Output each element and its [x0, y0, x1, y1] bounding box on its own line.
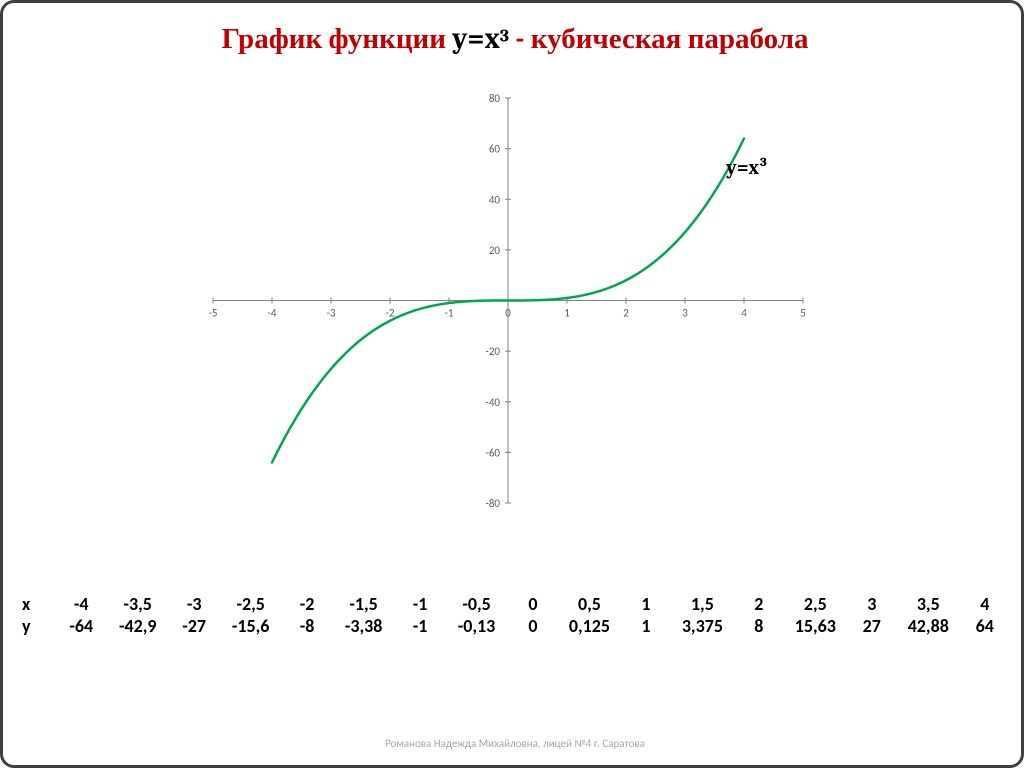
- svg-text:-3: -3: [327, 307, 336, 320]
- svg-text:4: 4: [741, 307, 747, 320]
- table-cell: 15,63: [787, 615, 843, 637]
- slide-footer: Романова Надежда Михайловна, лицей №4 г.…: [3, 737, 1024, 750]
- table-cell: 64: [957, 615, 1014, 637]
- svg-text:60: 60: [489, 143, 501, 156]
- title-formula: y=x: [452, 23, 500, 56]
- table-cell: -3,5: [109, 593, 165, 615]
- svg-text:-80: -80: [485, 497, 500, 510]
- table-cell: -1,5: [335, 593, 391, 615]
- table-cell: -1: [392, 593, 448, 615]
- table-cell: -3: [166, 593, 222, 615]
- chart-svg: -5 -4 -3 -2 -1 0 1 2 3 4 5 -80 -60 -40 -20 20 40 60 80 y=x³: [173, 88, 823, 528]
- svg-text:-4: -4: [268, 307, 277, 320]
- svg-text:5: 5: [800, 307, 806, 320]
- data-table: x-4-3,5-3-2,5-2-1,5-1-0,500,511,522,533,…: [21, 593, 1013, 637]
- table-cell: -8: [279, 615, 335, 637]
- table-cell: -64: [53, 615, 109, 637]
- svg-text:80: 80: [489, 92, 501, 105]
- svg-text:-20: -20: [485, 345, 500, 358]
- table-cell: -0,13: [448, 615, 504, 637]
- table-cell: 1: [618, 615, 674, 637]
- svg-text:40: 40: [489, 193, 501, 206]
- table-cell: -2,5: [222, 593, 278, 615]
- table-row-y: y-64-42,9-27-15,6-8-3,38-1-0,1300,12513,…: [21, 615, 1013, 637]
- svg-text:-60: -60: [485, 446, 500, 459]
- table-cell: -0,5: [448, 593, 504, 615]
- table-row-label: x: [21, 593, 53, 615]
- cubic-chart: -5 -4 -3 -2 -1 0 1 2 3 4 5 -80 -60 -40 -20 20 40 60 80 y=x³: [173, 88, 823, 528]
- table-cell: -2: [279, 593, 335, 615]
- table-cell: 3,375: [674, 615, 730, 637]
- table-cell: 0,5: [561, 593, 617, 615]
- table-row-x: x-4-3,5-3-2,5-2-1,5-1-0,500,511,522,533,…: [21, 593, 1013, 615]
- svg-text:-2: -2: [386, 307, 395, 320]
- svg-text:-5: -5: [209, 307, 218, 320]
- table-cell: 4: [957, 593, 1014, 615]
- table-cell: 3: [844, 593, 900, 615]
- table-cell: -4: [53, 593, 109, 615]
- svg-text:y=x³: y=x³: [725, 156, 768, 179]
- table-cell: 8: [731, 615, 787, 637]
- table-cell: 0: [505, 593, 561, 615]
- table-cell: -3,38: [335, 615, 391, 637]
- table-cell: 2,5: [787, 593, 843, 615]
- table-cell: 0: [505, 615, 561, 637]
- table-cell: 27: [844, 615, 900, 637]
- table-cell: 1,5: [674, 593, 730, 615]
- table-cell: -42,9: [109, 615, 165, 637]
- title-part1: График функции: [221, 23, 452, 56]
- table-cell: -27: [166, 615, 222, 637]
- slide-frame: График функции y=x3 - кубическая парабол…: [0, 0, 1024, 768]
- table-cell: -1: [392, 615, 448, 637]
- svg-text:0: 0: [505, 307, 511, 320]
- svg-text:2: 2: [623, 307, 629, 320]
- table-row-label: y: [21, 615, 53, 637]
- svg-text:20: 20: [489, 244, 501, 257]
- svg-text:-40: -40: [485, 396, 500, 409]
- title-exponent: 3: [500, 26, 509, 47]
- table-cell: 0,125: [561, 615, 617, 637]
- table-cell: -15,6: [222, 615, 278, 637]
- svg-text:1: 1: [564, 307, 570, 320]
- title-part2: - кубическая парабола: [509, 23, 809, 56]
- svg-text:-1: -1: [445, 307, 454, 320]
- table-cell: 1: [618, 593, 674, 615]
- page-title: График функции y=x3 - кубическая парабол…: [3, 23, 1024, 56]
- svg-text:3: 3: [682, 307, 688, 320]
- table-cell: 3,5: [900, 593, 956, 615]
- table-cell: 2: [731, 593, 787, 615]
- table-cell: 42,88: [900, 615, 956, 637]
